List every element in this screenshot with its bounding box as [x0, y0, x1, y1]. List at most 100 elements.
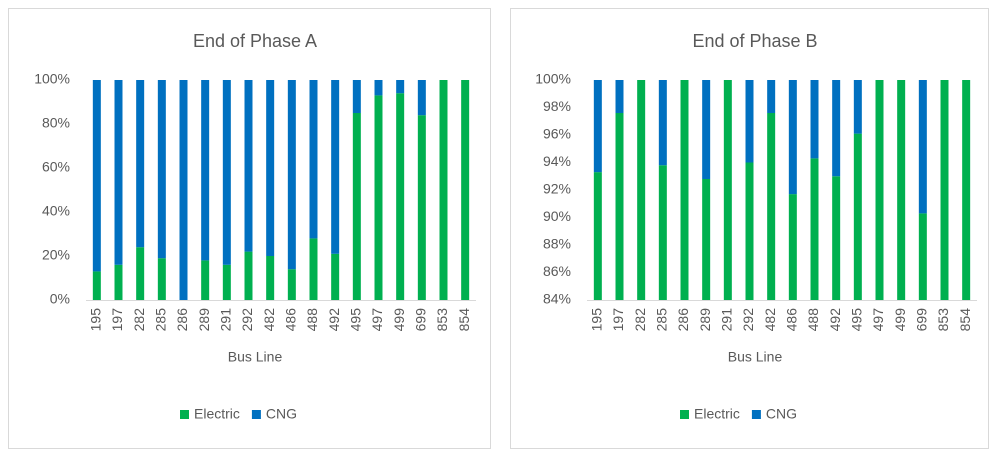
x-tick-label: 482 [762, 308, 778, 332]
bar-segment [396, 80, 405, 94]
bar-segment [92, 80, 101, 272]
x-tick-label: 488 [304, 308, 320, 332]
x-tick-label: 195 [589, 308, 605, 332]
bar-segment [593, 80, 602, 173]
x-tick-label: 699 [413, 308, 429, 332]
bar-segment [222, 80, 231, 265]
bar-segment [374, 95, 383, 301]
x-tick-label: 699 [914, 308, 930, 332]
bar-segment [637, 80, 646, 300]
bar-segment [702, 179, 711, 300]
bar-segment [136, 247, 145, 300]
y-tick-label: 92% [543, 181, 571, 197]
x-axis-label: Bus Line [228, 349, 283, 365]
x-tick-label: 195 [88, 308, 104, 332]
bar-segment [179, 80, 188, 300]
chart-title: End of Phase B [692, 31, 817, 51]
bar-segment [810, 80, 819, 159]
bar-segment [352, 80, 361, 113]
legend-swatch [680, 410, 689, 419]
x-tick-label: 282 [131, 308, 147, 332]
bar-segment [417, 115, 426, 300]
x-tick-label: 197 [610, 308, 626, 332]
y-tick-label: 98% [543, 98, 571, 114]
bar-segment [680, 80, 689, 300]
bar-segment [788, 80, 797, 195]
x-tick-label: 291 [719, 308, 735, 332]
x-tick-label: 282 [632, 308, 648, 332]
y-tick-label: 100% [34, 71, 70, 87]
bar-segment [201, 80, 210, 261]
legend-label: Electric [694, 406, 740, 422]
legend-label: CNG [266, 406, 297, 422]
x-tick-label: 854 [456, 308, 472, 332]
bar-segment [309, 238, 318, 300]
y-tick-label: 84% [543, 291, 571, 307]
bar-segment [266, 80, 275, 256]
bar-segment [331, 80, 340, 254]
bar-segment [201, 260, 210, 300]
bar-segment [615, 80, 624, 113]
bar-segment [136, 80, 145, 248]
bar-segment [266, 256, 275, 300]
bar-segment [615, 113, 624, 300]
bar-segment [788, 194, 797, 300]
legend-label: Electric [194, 406, 240, 422]
bar-segment [940, 80, 949, 300]
x-tick-label: 292 [740, 308, 756, 332]
y-tick-label: 60% [42, 159, 70, 175]
bar-segment [114, 264, 123, 300]
x-tick-label: 497 [369, 308, 385, 332]
x-tick-label: 853 [935, 308, 951, 332]
bar-segment [439, 80, 448, 300]
legend-label: CNG [766, 406, 797, 422]
chart-title: End of Phase A [193, 31, 317, 51]
bar-segment [331, 253, 340, 300]
y-tick-label: 0% [50, 291, 70, 307]
bar-segment [767, 80, 776, 113]
bar-segment [918, 213, 927, 300]
y-tick-label: 94% [543, 153, 571, 169]
bar-segment [417, 80, 426, 116]
x-tick-label: 289 [196, 308, 212, 332]
bar-segment [832, 176, 841, 300]
x-tick-label: 197 [109, 308, 125, 332]
x-tick-label: 285 [654, 308, 670, 332]
x-tick-label: 488 [805, 308, 821, 332]
x-tick-label: 292 [239, 308, 255, 332]
x-tick-label: 285 [153, 308, 169, 332]
bar-segment [853, 80, 862, 134]
bar-segment [853, 133, 862, 300]
bar-segment [918, 80, 927, 214]
bar-segment [745, 80, 754, 163]
bar-segment [875, 80, 884, 300]
x-tick-label: 495 [348, 308, 364, 332]
x-tick-label: 499 [892, 308, 908, 332]
x-tick-label: 492 [326, 308, 342, 332]
bar-segment [287, 269, 296, 300]
bar-segment [767, 113, 776, 300]
bar-segment [157, 258, 166, 300]
x-tick-label: 499 [391, 308, 407, 332]
x-tick-label: 854 [957, 308, 973, 332]
legend-swatch [180, 410, 189, 419]
bar-segment [309, 80, 318, 239]
y-tick-label: 88% [543, 236, 571, 252]
bar-segment [92, 271, 101, 300]
x-axis-label: Bus Line [728, 349, 783, 365]
bar-segment [962, 80, 971, 300]
x-tick-label: 286 [174, 308, 190, 332]
y-tick-label: 90% [543, 208, 571, 224]
bar-segment [374, 80, 383, 96]
bar-segment [114, 80, 123, 265]
bar-segment [461, 80, 470, 300]
x-tick-label: 495 [849, 308, 865, 332]
x-tick-label: 497 [870, 308, 886, 332]
bar-segment [832, 80, 841, 177]
y-tick-label: 100% [535, 71, 571, 87]
bar-segment [897, 80, 906, 300]
x-tick-label: 482 [261, 308, 277, 332]
x-tick-label: 289 [697, 308, 713, 332]
bar-segment [352, 113, 361, 300]
